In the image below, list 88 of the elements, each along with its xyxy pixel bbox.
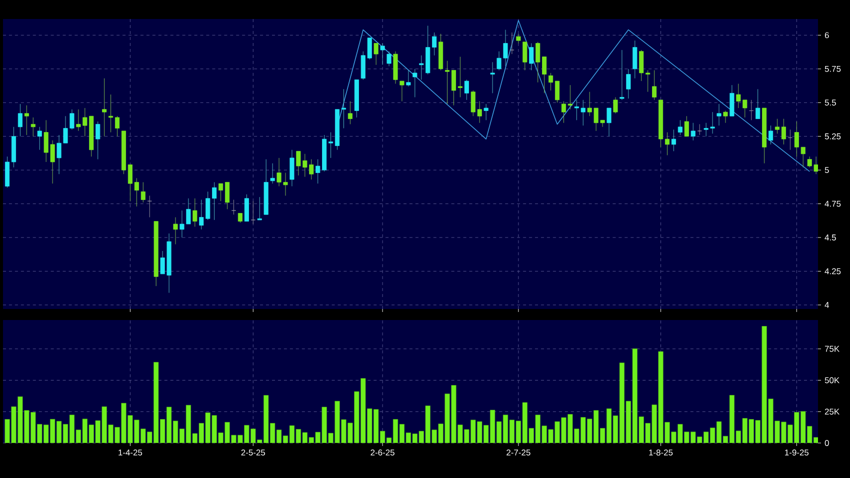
candlestick [328,132,334,158]
candlestick [484,104,488,120]
x-tick-label: 2-7-25 [506,450,530,456]
candlestick [290,150,294,187]
y-tick-label: 5.5 [824,100,836,106]
y-tick-label: 25K [824,408,840,415]
candlestick [684,116,689,137]
candlestick [37,126,42,150]
y-tick-label: 5 [824,167,829,174]
y-tick-label: 5.75 [824,66,841,72]
candlestick [664,132,670,156]
candlestick [548,72,554,91]
candlestick [756,88,760,120]
candlestick [108,94,114,133]
candlestick [781,118,786,145]
y-tick-label: 50K [824,377,840,384]
candlestick [386,51,392,66]
candlestick [561,101,566,124]
candlestick [224,182,230,210]
candlestick [723,110,728,124]
candlestick [257,196,262,220]
candlestick [432,32,437,56]
candlestick [218,183,224,202]
candlestick [464,79,469,100]
candlestick [690,122,696,141]
candlestick [192,198,198,227]
candlestick [606,108,612,137]
candlestick [716,104,722,126]
y-tick-label: 0 [824,440,829,446]
y-tick-label: 6 [824,32,829,38]
candlestick [542,56,547,94]
candlestick [400,80,404,102]
candlestick [24,105,29,136]
candlestick [632,40,638,79]
candlestick [173,217,178,245]
candlestick [316,159,320,184]
candlestick [671,129,676,152]
candlestick [620,50,624,100]
candlestick [18,104,22,137]
candlestick [212,182,217,220]
candlestick [510,32,514,54]
y-tick-label: 4.25 [824,268,841,274]
candlestick [554,80,560,103]
candlestick [140,182,146,203]
candlestick [568,84,572,110]
y-tick-label: 5.25 [824,133,841,140]
x-tick-label: 1-4-25 [118,450,142,456]
x-tick-label: 1-8-25 [649,450,673,456]
candlestick [341,88,346,128]
candlestick [114,116,120,137]
candlestick [678,120,682,136]
x-tick-label: 2-5-25 [241,450,266,456]
candlestick [348,101,352,124]
candlestick [490,62,495,94]
candlestick [412,68,418,98]
candlestick [536,42,540,83]
candlestick [652,70,657,100]
candlestick [774,118,780,134]
candlestick [270,163,275,184]
y-tick-label: 4.5 [824,234,836,240]
candlestick [451,70,456,106]
candlestick [30,117,36,137]
y-tick-label: 4 [824,302,829,308]
candlestick [458,56,462,98]
candlestick [231,199,236,215]
candlestick [768,125,774,145]
candlestick [406,70,411,87]
x-tick-label: 1-9-25 [785,450,809,456]
candlestick [96,121,100,160]
candlestick [380,43,385,66]
y-tick-label: 4.75 [824,200,841,207]
x-tick-label: 2-6-25 [370,450,394,456]
candlestick [697,124,702,136]
candlestick [444,60,450,104]
candlestick [250,200,256,224]
candlestick [238,212,242,223]
candlestick [522,42,528,70]
candlestick [516,34,521,44]
y-tick-label: 75K [824,346,840,352]
candlestick [626,68,631,99]
candlestick [374,43,378,66]
candlestick [730,84,734,116]
candlestick [613,96,618,114]
candlestick [529,43,534,70]
candlestick [102,78,107,137]
candlestick [134,178,139,207]
candlestick [244,194,249,222]
candlestick [128,164,132,202]
